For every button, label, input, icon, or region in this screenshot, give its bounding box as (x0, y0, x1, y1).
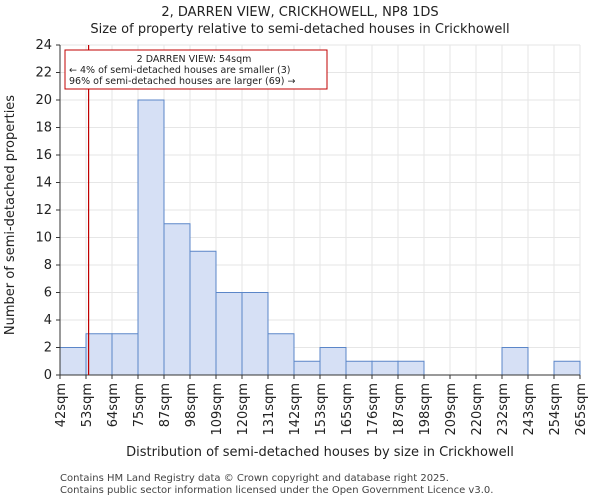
histogram-bar (85, 333, 113, 376)
histogram-bar (293, 360, 321, 376)
x-tick-label: 109sqm (210, 383, 225, 436)
x-tick-label: 142sqm (288, 383, 303, 436)
x-tick-label: 87sqm (158, 383, 173, 427)
histogram-bar (371, 360, 399, 376)
x-tick-label: 131sqm (262, 383, 277, 436)
y-tick-label: 2 (44, 341, 52, 356)
histogram-bar (501, 347, 529, 376)
x-tick-label: 165sqm (340, 383, 355, 436)
x-tick-label: 187sqm (392, 383, 407, 436)
x-tick-label: 243sqm (522, 383, 537, 436)
y-tick-label: 4 (44, 313, 52, 328)
y-tick-label: 22 (35, 66, 52, 81)
annotation-line: 2 DARREN VIEW: 54sqm (137, 54, 252, 65)
histogram-bar (215, 292, 243, 376)
x-tick-label: 42sqm (54, 383, 69, 427)
y-tick-label: 16 (35, 148, 52, 163)
footer-line-2: Contains public sector information licen… (60, 485, 494, 496)
x-tick-label: 198sqm (418, 383, 433, 436)
histogram-bar (553, 360, 581, 376)
x-tick-label: 75sqm (132, 383, 147, 427)
y-tick-label: 24 (35, 38, 52, 53)
histogram-bar (397, 360, 425, 376)
annotation-line: 96% of semi-detached houses are larger (… (69, 76, 296, 87)
histogram-bar (163, 223, 191, 376)
histogram-bar (137, 99, 165, 376)
y-axis-label: Number of semi-detached properties (3, 95, 18, 335)
x-tick-label: 232sqm (496, 383, 511, 436)
x-tick-label: 120sqm (236, 383, 251, 436)
x-tick-label: 153sqm (314, 383, 329, 436)
y-tick-label: 18 (35, 121, 52, 136)
y-tick-label: 20 (35, 93, 52, 108)
x-tick-label: 176sqm (366, 383, 381, 436)
x-tick-label: 64sqm (106, 383, 121, 427)
annotation-box (64, 49, 328, 90)
histogram-bar (189, 250, 217, 376)
y-tick-label: 6 (44, 286, 52, 301)
y-tick-label: 14 (35, 176, 52, 191)
x-tick-label: 220sqm (470, 383, 485, 436)
histogram-bar (345, 360, 373, 376)
chart-title: 2, DARREN VIEW, CRICKHOWELL, NP8 1DS (161, 5, 439, 20)
x-tick-label: 209sqm (444, 383, 459, 436)
x-tick-label: 53sqm (80, 383, 95, 427)
x-tick-label: 254sqm (548, 383, 563, 436)
histogram-bar (241, 292, 269, 376)
y-tick-label: 12 (35, 203, 52, 218)
y-tick-label: 8 (44, 258, 52, 273)
x-tick-label: 265sqm (574, 383, 589, 436)
x-axis-label: Distribution of semi-detached houses by … (126, 445, 514, 460)
histogram-bar (59, 347, 87, 376)
histogram-bar (319, 347, 347, 376)
y-tick-label: 0 (44, 368, 52, 383)
x-tick-label: 98sqm (184, 383, 199, 427)
y-tick-label: 10 (35, 231, 52, 246)
footer-line-1: Contains HM Land Registry data © Crown c… (60, 473, 449, 484)
chart-subtitle: Size of property relative to semi-detach… (90, 22, 510, 37)
annotation-line: ← 4% of semi-detached houses are smaller… (69, 65, 290, 76)
histogram-bar (111, 333, 139, 376)
histogram-bar (267, 333, 295, 376)
